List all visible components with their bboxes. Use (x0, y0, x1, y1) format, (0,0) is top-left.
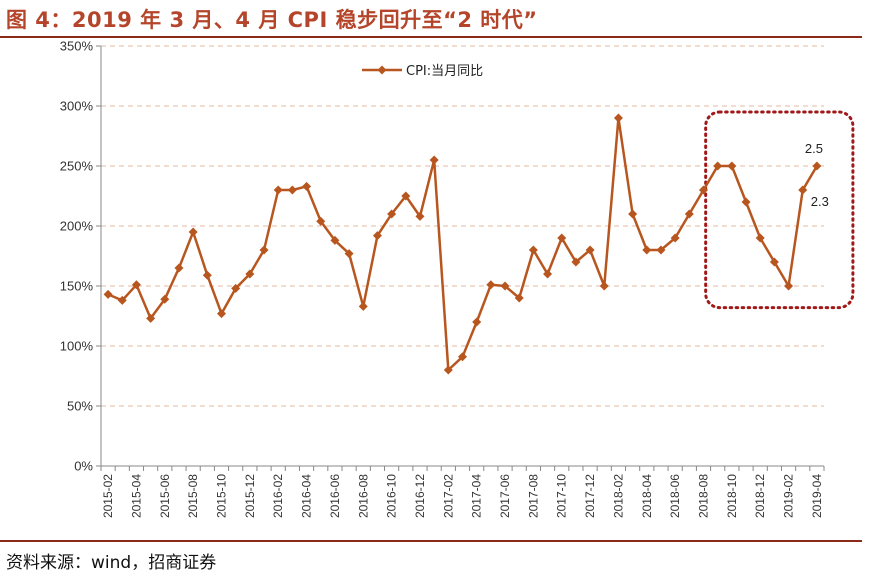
data-point (231, 283, 241, 293)
data-point (372, 231, 382, 241)
data-point (514, 293, 524, 303)
data-point (103, 289, 113, 299)
x-tick-label: 2016-10 (385, 474, 399, 518)
x-tick-label: 2015-08 (186, 474, 200, 518)
y-tick-label: 150% (60, 279, 94, 294)
x-tick-label: 2017-12 (583, 474, 597, 518)
data-point (344, 249, 354, 259)
data-point (486, 280, 496, 290)
annotation-2019-04: 2.5 (805, 141, 823, 156)
data-point (642, 245, 652, 255)
data-point (684, 209, 694, 219)
x-tick-label: 2016-08 (356, 474, 370, 518)
data-point (358, 301, 368, 311)
x-tick-label: 2017-04 (470, 474, 484, 518)
annotation-2019-03: 2.3 (811, 194, 829, 209)
data-point (429, 155, 439, 165)
x-tick-label: 2017-08 (526, 474, 540, 518)
y-tick-label: 250% (60, 159, 94, 174)
data-point (727, 161, 737, 171)
x-tick-label: 2016-04 (300, 474, 314, 518)
x-tick-label: 2019-04 (810, 474, 824, 518)
data-point (316, 216, 326, 226)
x-tick-label: 2015-06 (158, 474, 172, 518)
x-tick-label: 2015-04 (129, 474, 143, 518)
data-point (656, 245, 666, 255)
highlight-box (704, 110, 855, 310)
data-point (557, 233, 567, 243)
x-tick-label: 2018-08 (697, 474, 711, 518)
data-point (273, 185, 283, 195)
x-tick-label: 2016-02 (271, 474, 285, 518)
data-point (259, 245, 269, 255)
y-tick-label: 350% (60, 39, 94, 54)
x-tick-label: 2016-06 (328, 474, 342, 518)
data-point (174, 263, 184, 273)
cpi-line-chart: 0% 50% 100% 150% 200% 250% 300% 350% 2015-02 201… (60, 39, 855, 518)
y-tick-label: 0% (74, 459, 93, 474)
data-point (330, 235, 340, 245)
x-tick-label: 2018-12 (753, 474, 767, 518)
y-tick-label: 300% (60, 99, 94, 114)
data-point (599, 281, 609, 291)
data-point (146, 313, 156, 323)
y-tick-label: 100% (60, 339, 94, 354)
data-point (202, 270, 212, 280)
title-rule (0, 36, 862, 38)
data-point (458, 352, 467, 362)
data-point (628, 209, 638, 219)
data-point (613, 113, 623, 123)
x-tick-label: 2017-10 (555, 474, 569, 518)
data-point (670, 233, 680, 243)
x-tick-label: 2018-02 (611, 474, 625, 518)
data-point (415, 211, 425, 221)
data-point (713, 161, 723, 171)
data-point (784, 281, 794, 291)
data-point (755, 233, 765, 243)
data-point (472, 317, 482, 327)
x-tick-label: 2019-02 (782, 474, 796, 518)
data-point (245, 269, 255, 279)
data-point (217, 309, 226, 319)
legend-label: CPI:当月同比 (406, 64, 483, 79)
x-tick-label: 2015-02 (101, 474, 115, 518)
data-point (528, 245, 538, 255)
data-point (387, 209, 397, 219)
y-tick-label: 50% (67, 399, 93, 414)
data-point (117, 295, 127, 305)
data-point (699, 185, 708, 195)
x-tick-label: 2017-02 (441, 474, 455, 518)
data-point (812, 161, 822, 171)
data-point (401, 191, 411, 201)
series-line (107, 116, 818, 372)
legend: CPI:当月同比 (362, 64, 483, 79)
chart-title: 图 4：2019 年 3 月、4 月 CPI 稳步回升至“2 时代” (6, 8, 538, 32)
data-point (741, 197, 751, 207)
source-note: 资料来源：wind，招商证券 (6, 553, 217, 573)
data-point (798, 185, 808, 195)
footer-rule (0, 540, 862, 542)
x-tick-label: 2018-10 (725, 474, 739, 518)
x-tick-label: 2017-06 (498, 474, 512, 518)
x-tick-label: 2016-12 (413, 474, 427, 518)
data-point (500, 281, 510, 291)
data-point (585, 245, 595, 255)
data-point (131, 280, 141, 290)
x-tick-label: 2015-12 (243, 474, 257, 518)
data-point (302, 181, 312, 191)
data-point (160, 294, 170, 304)
data-point (287, 185, 297, 195)
data-point (443, 365, 453, 375)
x-tick-label: 2018-04 (640, 474, 654, 518)
x-tick-label: 2018-06 (668, 474, 682, 518)
data-point (188, 227, 198, 237)
data-point (543, 269, 553, 279)
y-tick-label: 200% (60, 219, 94, 234)
x-tick-label: 2015-10 (215, 474, 229, 518)
data-point (571, 257, 581, 267)
legend-marker (377, 65, 387, 75)
data-point (769, 257, 779, 267)
